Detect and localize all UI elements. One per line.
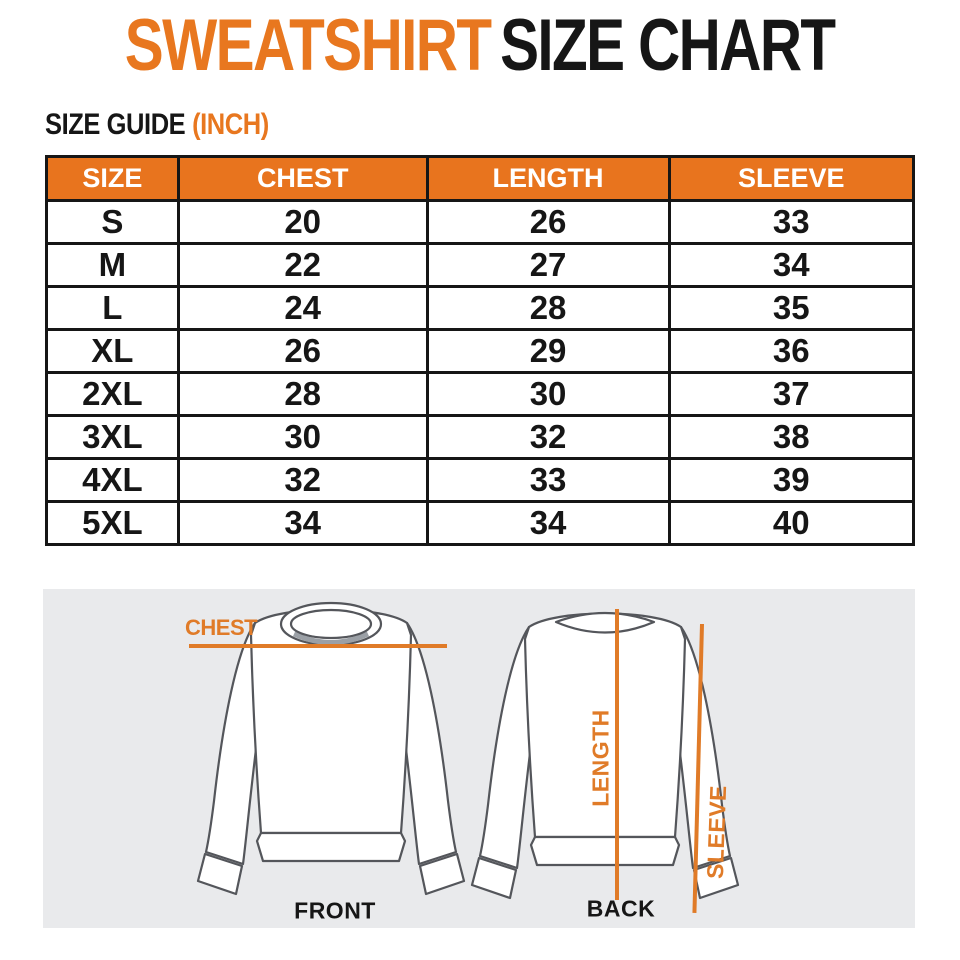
front-collar-shading <box>292 631 370 645</box>
cell-sleeve: 36 <box>667 328 915 374</box>
cell-size: 2XL <box>45 371 180 417</box>
table-row: 4XL 32 33 39 <box>45 457 915 503</box>
cell-chest: 28 <box>176 371 429 417</box>
cell-size: S <box>45 199 180 245</box>
cell-chest: 20 <box>176 199 429 245</box>
cell-chest: 30 <box>176 414 429 460</box>
page-title-text: SWEATSHIRT SIZE CHART <box>125 5 836 86</box>
cell-size: M <box>45 242 180 288</box>
header-size: SIZE <box>45 155 180 202</box>
cell-sleeve: 35 <box>667 285 915 331</box>
back-view-label: BACK <box>586 895 656 922</box>
back-left-cuff <box>470 856 518 900</box>
chest-measure-line <box>189 644 447 648</box>
cell-sleeve: 40 <box>667 500 915 546</box>
back-collar <box>554 611 656 634</box>
cell-chest: 26 <box>176 328 429 374</box>
cell-size: 4XL <box>45 457 180 503</box>
size-guide-subtitle: SIZE GUIDE (INCH) <box>45 108 308 142</box>
measurement-diagram-panel: CHEST LENGTH SLEEVE FRONT BACK <box>43 589 915 928</box>
cell-sleeve: 34 <box>667 242 915 288</box>
cell-length: 29 <box>425 328 671 374</box>
cell-length: 33 <box>425 457 671 503</box>
table-row: 3XL 30 32 38 <box>45 414 915 460</box>
table-row: 5XL 34 34 40 <box>45 500 915 546</box>
table-row: M 22 27 34 <box>45 242 915 288</box>
table-row: 2XL 28 30 37 <box>45 371 915 417</box>
page-title: SWEATSHIRT SIZE CHART <box>0 6 960 86</box>
table-row: S 20 26 33 <box>45 199 915 245</box>
header-chest: CHEST <box>176 155 429 202</box>
cell-sleeve: 39 <box>667 457 915 503</box>
subtitle-unit: (INCH) <box>192 108 269 141</box>
title-rest: SIZE CHART <box>500 5 836 86</box>
table-header-row: SIZE CHEST LENGTH SLEEVE <box>45 155 915 202</box>
cell-length: 28 <box>425 285 671 331</box>
cell-length: 34 <box>425 500 671 546</box>
table-row: XL 26 29 36 <box>45 328 915 374</box>
cell-length: 30 <box>425 371 671 417</box>
length-measure-label: LENGTH <box>587 709 614 807</box>
header-length: LENGTH <box>425 155 671 202</box>
subtitle-label: SIZE GUIDE <box>45 108 186 141</box>
front-view-label: FRONT <box>294 897 376 924</box>
size-table: SIZE CHEST LENGTH SLEEVE S 20 26 33 M 22… <box>45 155 915 546</box>
cell-chest: 22 <box>176 242 429 288</box>
length-measure-line <box>615 609 619 900</box>
header-sleeve: SLEEVE <box>667 155 915 202</box>
size-guide-subtitle-text: SIZE GUIDE (INCH) <box>45 108 269 142</box>
front-left-cuff <box>196 852 244 896</box>
chest-measure-label: CHEST <box>185 615 258 640</box>
cell-chest: 32 <box>176 457 429 503</box>
cell-sleeve: 37 <box>667 371 915 417</box>
cell-size: L <box>45 285 180 331</box>
back-waistband <box>529 835 681 867</box>
front-collar-inner <box>289 608 373 640</box>
cell-length: 32 <box>425 414 671 460</box>
table-row: L 24 28 35 <box>45 285 915 331</box>
sleeve-measure-label: SLEEVE <box>701 784 732 880</box>
front-sweatshirt-drawing <box>196 601 466 896</box>
cell-chest: 34 <box>176 500 429 546</box>
front-waistband <box>255 831 407 863</box>
cell-chest: 24 <box>176 285 429 331</box>
front-right-cuff <box>418 852 466 896</box>
cell-sleeve: 38 <box>667 414 915 460</box>
cell-length: 26 <box>425 199 671 245</box>
back-right-cuff <box>692 856 740 900</box>
cell-size: 5XL <box>45 500 180 546</box>
cell-sleeve: 33 <box>667 199 915 245</box>
cell-size: XL <box>45 328 180 374</box>
cell-size: 3XL <box>45 414 180 460</box>
cell-length: 27 <box>425 242 671 288</box>
title-product: SWEATSHIRT <box>125 5 492 86</box>
